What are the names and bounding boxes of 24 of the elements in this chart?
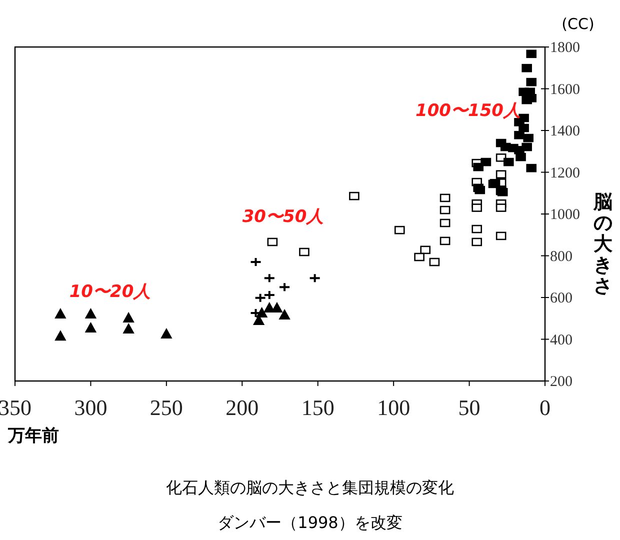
x-axis-title: 万年前: [7, 426, 59, 446]
y-tick-label: 200: [550, 374, 572, 390]
x-tick-label: 50: [458, 395, 480, 420]
y-tick-label: 1400: [550, 124, 580, 140]
x-tick-label: 250: [150, 395, 183, 420]
x-tick-label: 300: [74, 395, 108, 420]
text: ダンバー（1998）を改変: [218, 513, 402, 532]
annotation: 10〜20人: [69, 282, 151, 302]
annotation: 30〜50人: [242, 207, 324, 227]
annotation: 100〜150人: [416, 101, 520, 121]
y-tick-label: 1800: [550, 40, 580, 56]
y-tick-label: 1200: [550, 165, 580, 182]
y-tick-label: 800: [550, 248, 572, 265]
y-tick-label: 600: [550, 290, 572, 306]
text: 化石人類の脳の大きさと集団規模の変化: [166, 478, 454, 497]
x-tick-label: 0: [540, 395, 550, 420]
text: (CC): [562, 15, 594, 33]
y-axis-title: 脳の大きさ: [592, 191, 614, 297]
y-tick-label: 1600: [550, 82, 580, 98]
x-tick-label: 100: [377, 395, 410, 420]
x-tick-label: 200: [226, 395, 259, 420]
y-tick-label: 400: [550, 332, 572, 348]
y-tick-label: 1000: [550, 207, 580, 223]
x-tick-label: 150: [301, 395, 334, 420]
